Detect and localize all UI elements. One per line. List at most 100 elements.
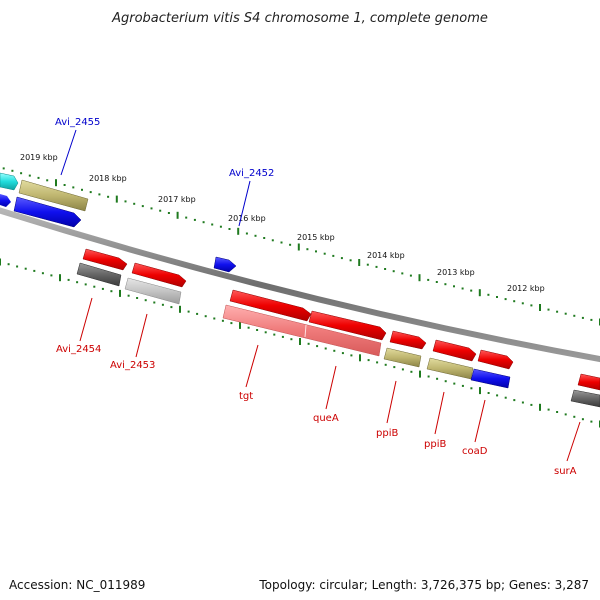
inner-ring-minor-tick [170,306,173,309]
inner-ring-minor-tick [24,267,27,270]
gene-label-avi2454[interactable]: Avi_2454 [56,344,101,355]
outer-ring-minor-tick [159,209,162,212]
outer-ring-minor-tick [280,241,283,244]
gene-label-coaD[interactable]: coaD [462,446,488,457]
outer-ring-minor-tick [444,283,447,286]
inner-ring-minor-tick [556,411,559,413]
gene-label-ppiB1[interactable]: ppiB [376,428,398,439]
inner-ring-minor-tick [504,396,507,399]
inner-ring-minor-tick [196,312,199,315]
gene-label-surA[interactable]: surA [554,466,577,477]
ruler-label: 2019 kbp [20,153,58,162]
gene-labels: Avi_2455 Avi_2452 Avi_2454 Avi_2453 tgt … [55,117,577,477]
outer-ring-minor-tick [72,186,75,189]
label-leader-lines [60,129,581,462]
outer-ring-minor-tick [564,312,567,315]
gene-label-ppiB2[interactable]: ppiB [424,439,446,450]
inner-ring-minor-tick [444,380,447,383]
gene-avi2453-feature[interactable] [131,262,187,288]
inner-ring-minor-tick [324,347,327,350]
leader-avi2455 [60,129,77,176]
inner-ring-minor-tick [436,377,439,380]
inner-ring-major-tick [479,387,481,395]
ruler-label: 2018 kbp [89,174,127,183]
inner-ring-minor-tick [67,278,70,281]
outer-ring-minor-tick [193,218,196,221]
gene-label-queA[interactable]: queA [313,413,339,424]
outer-ring-minor-tick [63,184,66,186]
leader-avi2452 [238,180,251,227]
outer-ring-minor-tick [37,176,40,179]
outer-ring-minor-tick [263,237,266,239]
inner-ring-minor-tick [101,287,104,290]
outer-ring-minor-tick [401,272,404,275]
outer-ring-minor-tick [141,205,144,208]
outer-ring-minor-tick [435,281,438,283]
gene-pink-feature[interactable] [222,304,382,357]
outer-ring-major-tick [176,211,179,219]
inner-ring-minor-tick [564,413,567,416]
outer-tick-ring [2,167,600,326]
outer-ring-minor-tick [573,314,576,317]
gene-ppiB2-feature[interactable] [432,339,477,362]
gene-cyan-feature[interactable] [0,172,19,191]
inner-ring-major-tick [359,354,361,362]
gene-olive-3-feature[interactable] [426,357,474,380]
inner-ring-minor-tick [136,297,139,299]
gene-avi2452-feature[interactable] [213,256,237,273]
inner-ring-major-tick [239,321,241,329]
outer-ring-minor-tick [124,200,127,203]
outer-ring-minor-tick [470,289,473,292]
inner-ring-minor-tick [50,274,53,277]
outer-ring-minor-tick [46,179,49,182]
gene-avi2454-feature[interactable] [82,248,128,271]
inner-ring-minor-tick [530,403,533,406]
gene-label-avi2455[interactable]: Avi_2455 [55,117,100,128]
inner-ring-minor-tick [110,290,113,293]
outer-ring-minor-tick [375,265,378,268]
leader-queA [325,365,337,410]
outer-ring-minor-tick [271,239,274,242]
leader-ppiB2 [434,391,445,435]
outer-ring-minor-tick [581,316,584,319]
inner-ring-major-tick [179,305,181,313]
leader-coaD [474,399,486,443]
inner-ring-minor-tick [16,265,19,268]
gene-olive-2-feature[interactable] [383,347,422,368]
gene-blue-small-feature[interactable] [0,194,11,207]
gene-light-gray-feature[interactable] [124,277,182,305]
gene-coaD-feature[interactable] [477,349,514,370]
ruler-label: 2015 kbp [297,233,335,242]
gene-label-avi2453[interactable]: Avi_2453 [110,360,155,371]
inner-ring-minor-tick [521,401,524,404]
gene-tgt-feature[interactable] [229,289,312,322]
inner-ring-minor-tick [213,317,216,320]
outer-ring-minor-tick [28,174,31,177]
outer-ring-minor-tick [219,225,222,228]
gene-dark-gray-2-feature[interactable] [570,389,600,408]
gene-olive-feature[interactable] [18,179,89,212]
inner-ring-minor-tick [144,299,147,302]
gene-surA-feature[interactable] [577,373,600,391]
gene-label-tgt[interactable]: tgt [239,391,253,402]
inner-ring-minor-tick [84,283,87,286]
inner-ring-minor-tick [384,363,387,366]
outer-ring-minor-tick [107,195,110,198]
outer-ring-minor-tick [521,302,524,305]
outer-ring-minor-tick [11,169,14,172]
gene-avi2455-feature[interactable] [13,196,82,228]
inner-ring-minor-tick [204,315,207,318]
gene-blue-2-feature[interactable] [470,368,511,389]
outer-ring-minor-tick [366,263,369,266]
inner-ring-minor-tick [247,326,250,329]
inner-ring-minor-tick [487,392,490,394]
gene-ppiB1-feature[interactable] [389,330,427,350]
gene-dark-gray-feature[interactable] [76,262,122,287]
gene-label-avi2452[interactable]: Avi_2452 [229,168,274,179]
inner-ring-minor-tick [427,375,430,378]
inner-ring-minor-tick [590,420,593,423]
inner-ring-minor-tick [187,310,190,313]
outer-ring-minor-tick [487,293,490,296]
outer-ring-minor-tick [323,252,326,255]
gene-queA-feature[interactable] [308,310,387,341]
